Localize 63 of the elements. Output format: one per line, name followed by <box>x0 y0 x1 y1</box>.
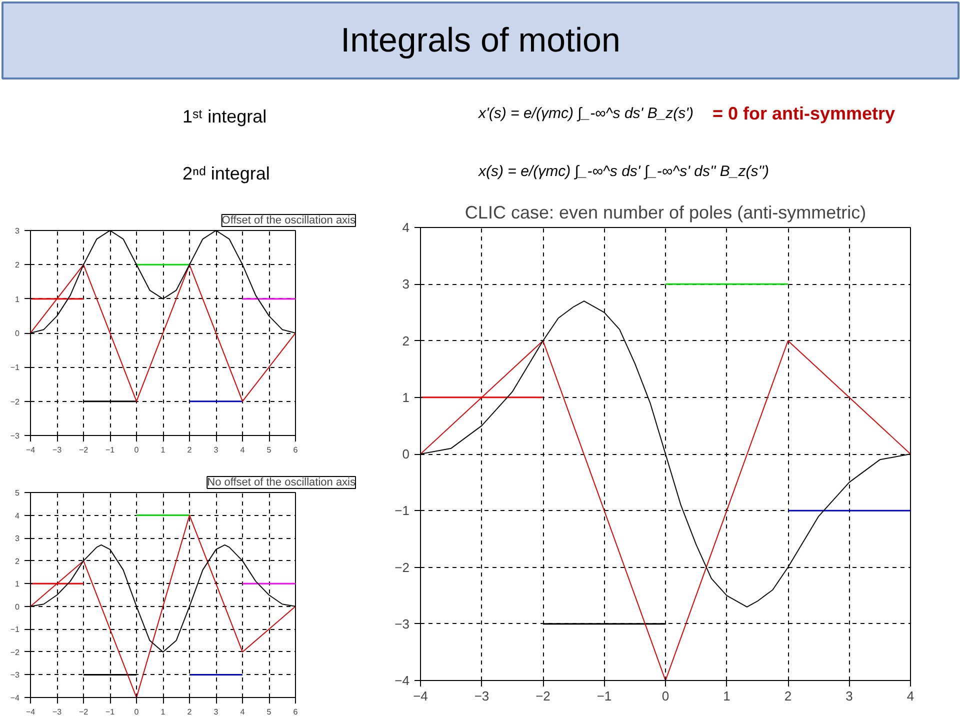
x-tick-label: 0 <box>134 446 140 454</box>
y-tick-label: 3 <box>15 534 20 544</box>
x-tick-label: −1 <box>105 708 116 716</box>
y-tick-label: 4 <box>15 511 20 520</box>
x-tick-label: 0 <box>134 708 140 716</box>
text: x'(s) = e/(γmc) ∫_-∞^s ds' B_z(s') <box>478 105 694 122</box>
x-tick-label: 3 <box>846 688 853 704</box>
text: 1ˢᵗ integral <box>182 106 267 126</box>
x-tick-label: 5 <box>266 446 272 454</box>
x-tick-label: −3 <box>52 708 62 716</box>
chart-title: CLIC case: even number of poles (anti-symmetric) <box>464 202 866 222</box>
x-tick-label: 2 <box>784 688 792 704</box>
y-tick-label: 1 <box>15 580 20 589</box>
x-tick-label: −4 <box>26 446 36 454</box>
y-tick-label: −4 <box>394 673 410 688</box>
text: Integrals of motion <box>340 22 620 60</box>
x-tick-label: 5 <box>266 708 272 716</box>
y-tick-label: −2 <box>394 560 410 575</box>
x-tick-label: −1 <box>596 688 612 704</box>
y-tick-label: 2 <box>15 260 20 270</box>
y-tick-label: −3 <box>10 432 20 440</box>
x-tick-label: −2 <box>78 708 89 716</box>
x-tick-label: 4 <box>240 708 246 716</box>
x-tick-label: 2 <box>187 708 192 716</box>
y-tick-label: 0 <box>15 602 20 612</box>
y-tick-label: −1 <box>394 503 410 518</box>
x-tick-label: 4 <box>906 688 914 704</box>
x-tick-label: 4 <box>240 446 246 454</box>
y-tick-label: −3 <box>10 670 20 680</box>
text: = 0 for anti-symmetry <box>712 104 896 124</box>
x-tick-label: 6 <box>293 446 298 454</box>
x-tick-label: −2 <box>536 688 550 704</box>
x-tick-label: −4 <box>413 688 428 704</box>
x-tick-label: −3 <box>474 688 490 704</box>
x-tick-label: −1 <box>105 446 116 454</box>
x-tick-label: 6 <box>293 708 298 716</box>
y-tick-label: 0 <box>15 329 20 338</box>
y-tick-label: −2 <box>10 397 20 406</box>
y-tick-label: 4 <box>402 220 410 235</box>
x-tick-label: 1 <box>160 708 166 716</box>
text: 2ⁿᵈ integral <box>182 164 270 184</box>
y-tick-label: 1 <box>15 294 20 304</box>
x-tick-label: 3 <box>214 446 219 454</box>
x-tick-label: −4 <box>26 708 36 716</box>
x-tick-label: 3 <box>214 708 219 716</box>
x-tick-label: −2 <box>78 446 89 454</box>
y-tick-label: 2 <box>402 333 410 348</box>
x-tick-label: 2 <box>187 446 192 454</box>
x-tick-label: 0 <box>662 688 670 704</box>
text: x(s) = e/(γmc) ∫_-∞^s ds' ∫_-∞^s' ds'' B_z(s'') <box>478 163 769 180</box>
y-tick-label: −2 <box>10 648 20 657</box>
y-tick-label: 3 <box>402 276 410 292</box>
x-tick-label: −3 <box>52 446 62 454</box>
y-tick-label: 2 <box>15 556 20 566</box>
x-tick-label: 1 <box>723 688 730 704</box>
line-series <box>30 514 296 698</box>
y-tick-label: −1 <box>10 363 20 372</box>
y-tick-label: −3 <box>394 616 410 632</box>
y-tick-label: 5 <box>15 488 20 498</box>
y-tick-label: 3 <box>15 226 20 236</box>
y-tick-label: 1 <box>402 390 410 405</box>
x-tick-label: 1 <box>160 446 166 454</box>
y-tick-label: −1 <box>10 625 20 634</box>
